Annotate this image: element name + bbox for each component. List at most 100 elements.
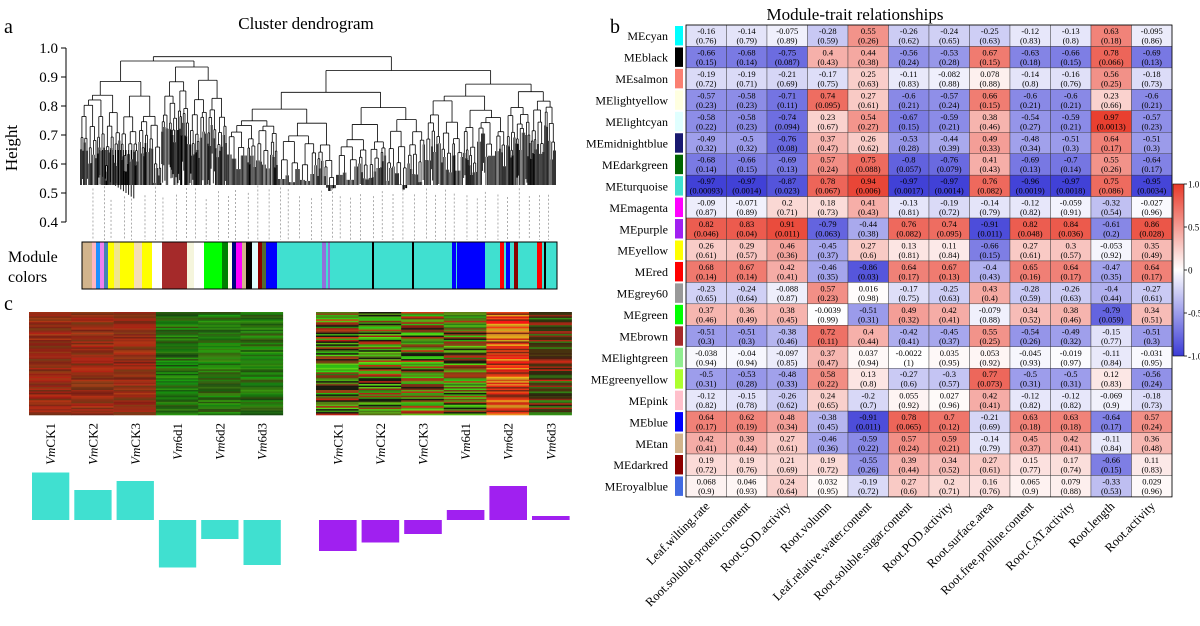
expression-cell	[401, 413, 445, 416]
heatmap-row-label: MEsalmon	[615, 72, 668, 86]
heatmap-cell-value: -0.28	[1021, 283, 1039, 293]
expression-cell	[113, 359, 157, 361]
expression-cell	[316, 363, 359, 366]
expression-cell	[401, 334, 445, 336]
heatmap-cell-pvalue: (0.77)	[1020, 465, 1041, 475]
heatmap-cell-pvalue: (0.84)	[1101, 357, 1122, 367]
heatmap-cell-value: 0.64	[901, 262, 917, 272]
expression-cell	[486, 391, 530, 394]
heatmap-cell-value: -0.58	[738, 112, 756, 122]
expression-cell	[198, 384, 241, 386]
heatmap-cell-pvalue: (0.32)	[736, 143, 757, 153]
expression-cell	[443, 331, 487, 333]
expression-cell	[316, 412, 359, 414]
dendrogram-y-tick-label: 0.5	[39, 186, 58, 202]
expression-cell	[29, 385, 72, 388]
heatmap-cell-value: 0.34	[942, 455, 958, 465]
heatmap-cell-value: 0.078	[980, 69, 999, 79]
heatmap-cell-pvalue: (0.54)	[1101, 207, 1122, 217]
expression-cell	[155, 317, 199, 320]
expression-cell	[113, 313, 157, 316]
expression-cell	[240, 387, 284, 389]
expression-cell	[316, 403, 359, 405]
expression-cell	[443, 407, 487, 410]
module-bar-segment	[457, 242, 485, 289]
expression-cell	[316, 376, 359, 379]
heatmap-cell-value: 0.55	[1104, 155, 1119, 165]
heatmap-cell-value: 0.029	[1142, 476, 1161, 486]
expression-cell	[316, 400, 359, 403]
expression-cell	[155, 316, 199, 319]
heatmap-cell-pvalue: (0.63)	[939, 293, 960, 303]
heatmap-cell-pvalue: (0.011)	[978, 229, 1003, 239]
heatmap-cell-pvalue: (0.13)	[1141, 57, 1162, 67]
heatmap-cell-pvalue: (0.0019)	[1016, 186, 1045, 196]
heatmap-cell-value: -0.97	[940, 176, 958, 186]
expression-cell	[529, 329, 572, 332]
expression-cell	[240, 362, 284, 364]
expression-cell	[155, 404, 199, 407]
expression-cell	[486, 357, 530, 360]
expression-cell	[443, 366, 487, 369]
expression-cell	[358, 341, 402, 344]
expression-cell	[316, 364, 359, 367]
expression-cell	[198, 338, 241, 341]
expression-cell	[316, 322, 359, 325]
module-bar-segment	[506, 242, 510, 289]
expression-cell	[113, 337, 157, 339]
expression-cell	[71, 370, 114, 373]
expression-cell	[71, 398, 114, 401]
expression-cell	[29, 363, 72, 366]
expression-cell	[486, 339, 530, 342]
expression-cell	[529, 344, 572, 347]
expression-cell	[155, 372, 199, 375]
expression-cell	[113, 345, 157, 348]
heatmap-cell-value: -0.75	[778, 47, 796, 57]
expression-cell	[113, 344, 157, 347]
expression-cell	[529, 354, 572, 357]
expression-cell	[443, 351, 487, 354]
heatmap-row-label: MElightyellow	[595, 94, 668, 108]
expression-cell	[29, 375, 72, 378]
expression-cell	[486, 313, 530, 316]
heatmap-cell-pvalue: (0.26)	[1101, 164, 1122, 174]
expression-cell	[358, 323, 402, 326]
module-bar-segment	[162, 242, 187, 289]
heatmap-cell-value: 0.079	[1061, 476, 1080, 486]
expression-cell	[155, 389, 199, 392]
heatmap-cell-pvalue: (0.24)	[898, 443, 919, 453]
expression-cell	[443, 332, 487, 335]
expression-cell	[29, 391, 72, 394]
heatmap-cell-pvalue: (0.16)	[1020, 271, 1041, 281]
heatmap-column-label: Root.CAT.activity	[1003, 499, 1078, 574]
expression-cell	[240, 325, 284, 328]
sample-label: VmCK1	[330, 423, 345, 465]
heatmap-cell-pvalue: (0.69)	[777, 465, 798, 475]
heatmap-row-label: MElightgreen	[601, 351, 668, 365]
expression-cell	[240, 328, 284, 330]
heatmap-cell-pvalue: (0.31)	[1020, 379, 1041, 389]
heatmap-cell-value: 0.74	[942, 219, 958, 229]
expression-cell	[486, 381, 530, 383]
expression-cell	[401, 398, 445, 401]
expression-cell	[113, 410, 157, 413]
expression-cell	[71, 407, 114, 410]
expression-cell	[316, 329, 359, 332]
expression-cell	[240, 373, 284, 376]
heatmap-cell-value: -0.23	[697, 283, 715, 293]
heatmap-cell-pvalue: (0.04)	[736, 229, 757, 239]
expression-cell	[113, 360, 157, 363]
expression-cell	[316, 316, 359, 319]
heatmap-row-swatch	[675, 347, 683, 368]
heatmap-cell-pvalue: (0.14)	[736, 57, 757, 67]
expression-cell	[358, 381, 402, 383]
expression-cell	[486, 413, 530, 416]
expression-cell	[113, 362, 157, 364]
expression-cell	[29, 381, 72, 383]
heatmap-cell-value: 0.64	[699, 412, 715, 422]
expression-cell	[316, 325, 359, 328]
heatmap-cell-value: -0.38	[778, 326, 796, 336]
expression-cell	[443, 410, 487, 413]
heatmap-cell-value: -0.66	[738, 155, 756, 165]
heatmap-cell-value: -0.12	[1021, 26, 1039, 36]
